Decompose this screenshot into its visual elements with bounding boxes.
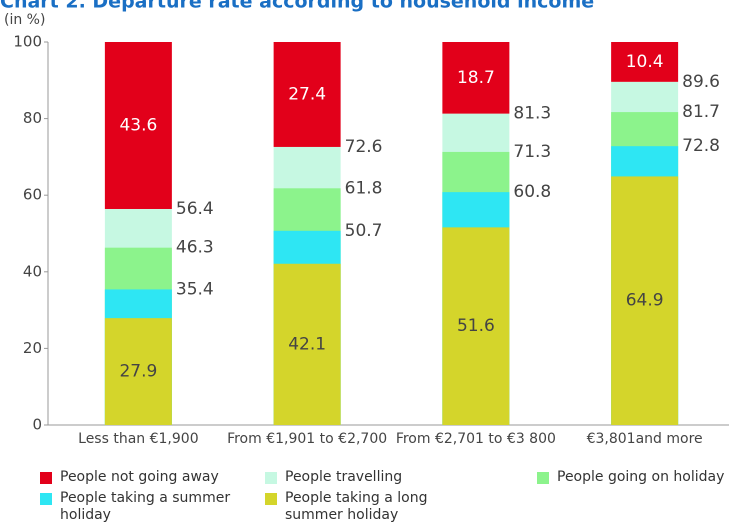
data-label: 43.6: [119, 115, 157, 135]
legend-item: People travelling: [265, 469, 485, 486]
data-label: 71.3: [513, 142, 551, 162]
legend-label: People going on holiday: [557, 469, 725, 485]
y-tick-label: 100: [13, 33, 42, 51]
bar-segment: [273, 263, 341, 425]
legend-item: People not going away: [40, 469, 240, 486]
y-tick-label: 40: [23, 262, 42, 280]
legend-item: People taking a summer holiday: [40, 490, 240, 524]
y-tick-label: 60: [23, 186, 42, 204]
data-label: 10.4: [626, 52, 664, 72]
data-label: 72.6: [345, 137, 383, 157]
legend-item: People going on holiday: [537, 469, 729, 486]
legend-swatch: [40, 493, 52, 505]
y-tick-label: 20: [23, 339, 42, 357]
legend-label: People travelling: [285, 469, 403, 485]
legend-item: People taking a long summer holiday: [265, 490, 485, 524]
data-label: 81.3: [513, 104, 551, 124]
legend-label: People taking a long summer holiday: [285, 490, 428, 523]
y-tick-label: 0: [32, 416, 42, 434]
y-tick-label: 80: [23, 109, 42, 127]
x-tick-label: Less than €1,900: [78, 431, 198, 447]
data-label: 42.1: [288, 334, 326, 354]
data-label: 64.9: [626, 291, 664, 311]
data-label: 50.7: [345, 221, 383, 241]
data-label: 46.3: [176, 238, 214, 258]
data-label: 51.6: [457, 316, 495, 336]
legend-swatch: [40, 472, 52, 484]
legend-swatch: [265, 493, 277, 505]
data-label: 18.7: [457, 68, 495, 88]
bar-segment: [611, 176, 679, 425]
x-tick-label: From €1,901 to €2,700: [227, 431, 387, 447]
data-label: 89.6: [682, 72, 720, 92]
data-label: 81.7: [682, 102, 720, 122]
data-label: 27.4: [288, 84, 326, 104]
legend-swatch: [537, 472, 549, 484]
data-label: 72.8: [682, 136, 720, 156]
bar-segment: [442, 227, 510, 425]
data-label: 60.8: [513, 182, 551, 202]
bar-segment: [442, 42, 510, 114]
bar-segment: [104, 42, 172, 209]
data-label: 35.4: [176, 279, 214, 299]
data-label: 61.8: [345, 178, 383, 198]
x-tick-label: €3,801and more: [587, 431, 703, 447]
legend-label: People taking a summer holiday: [60, 490, 231, 523]
legend-swatch: [265, 472, 277, 484]
legend-label: People not going away: [60, 469, 219, 485]
bar-segment: [104, 318, 172, 425]
data-label: 56.4: [176, 199, 214, 219]
data-label: 27.9: [119, 362, 157, 382]
y-axis-label: (in %): [4, 12, 45, 28]
bar-segment: [273, 42, 341, 147]
bar-segment: [611, 42, 679, 82]
x-tick-label: From €2,701 to €3 800: [396, 431, 556, 447]
chart-title: Chart 2. Departure rate according to hou…: [0, 0, 594, 13]
